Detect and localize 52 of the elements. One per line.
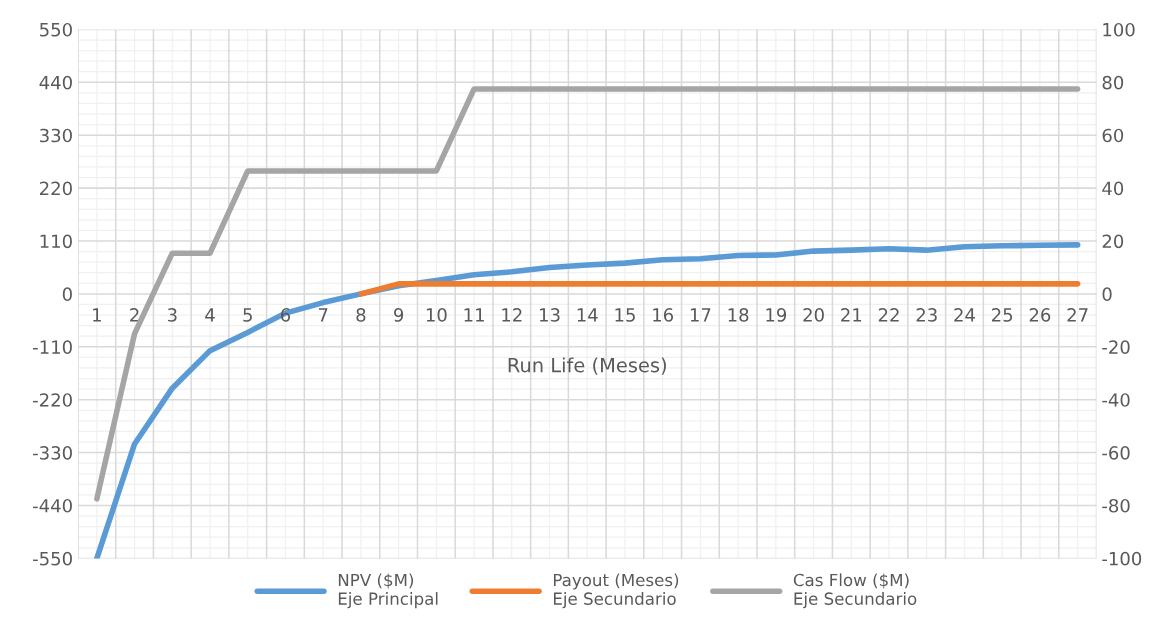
y2-tick-label: -40 bbox=[1102, 393, 1130, 407]
x-tick-label: 14 bbox=[577, 308, 598, 322]
x-tick-label: 4 bbox=[205, 308, 215, 322]
x-tick-label: 23 bbox=[916, 308, 937, 322]
x-tick-label: 25 bbox=[992, 308, 1013, 322]
y-tick-label: 220 bbox=[39, 181, 72, 196]
y-tick-label: 330 bbox=[40, 128, 72, 143]
y2-tick-label: 60 bbox=[1102, 128, 1124, 143]
x-tick-label: 2 bbox=[130, 308, 139, 322]
y-tick-label: -220 bbox=[33, 393, 72, 407]
y2-tick-label: 80 bbox=[1102, 75, 1124, 90]
x-tick-label: 21 bbox=[841, 308, 862, 322]
y2-tick-label: -60 bbox=[1102, 446, 1130, 460]
x-tick-label: 12 bbox=[502, 308, 522, 322]
x-tick-label: 11 bbox=[464, 308, 484, 322]
legend-label: Payout (Meses) Eje Secundario bbox=[553, 573, 679, 609]
y-tick-label: -440 bbox=[33, 498, 72, 513]
y2-tick-label: -100 bbox=[1102, 551, 1142, 566]
x-tick-label: 17 bbox=[690, 308, 711, 322]
y2-tick-label: 40 bbox=[1102, 181, 1124, 196]
y2-tick-label: 100 bbox=[1103, 22, 1135, 37]
y-tick-label: 440 bbox=[39, 75, 72, 90]
x-tick-label: 3 bbox=[167, 308, 177, 322]
x-tick-label: 15 bbox=[615, 308, 635, 322]
x-tick-label: 22 bbox=[878, 308, 899, 322]
x-tick-label: 26 bbox=[1029, 308, 1051, 322]
x-tick-label: 24 bbox=[954, 308, 975, 322]
y-tick-label: -110 bbox=[33, 340, 72, 354]
x-tick-label: 13 bbox=[540, 308, 560, 322]
x-tick-label: 8 bbox=[356, 308, 366, 322]
x-tick-label: 27 bbox=[1067, 308, 1088, 322]
y-tick-label: 550 bbox=[40, 22, 72, 37]
y2-tick-label: 20 bbox=[1102, 234, 1124, 249]
y-tick-label: -550 bbox=[33, 551, 72, 566]
y-tick-label: 0 bbox=[62, 287, 72, 302]
legend-label: Cas Flow ($M) Eje Secundario bbox=[793, 573, 917, 609]
y2-tick-label: 0 bbox=[1102, 287, 1112, 302]
y-tick-label: 110 bbox=[40, 234, 72, 249]
x-tick-label: 18 bbox=[728, 308, 749, 322]
legend-label: NPV ($M) Eje Principal bbox=[338, 573, 438, 609]
x-tick-label: 7 bbox=[318, 308, 328, 322]
y2-tick-label: -20 bbox=[1102, 340, 1130, 354]
x-tick-label: 20 bbox=[803, 308, 824, 322]
x-tick-label: 1 bbox=[93, 308, 101, 322]
y2-tick-label: -80 bbox=[1102, 498, 1130, 513]
x-tick-label: 16 bbox=[653, 308, 674, 322]
y-tick-label: -330 bbox=[33, 446, 72, 460]
x-tick-label: 10 bbox=[426, 308, 447, 322]
x-tick-label: 19 bbox=[766, 308, 787, 322]
x-tick-label: 9 bbox=[394, 308, 404, 322]
x-axis-title: Run Life (Meses) bbox=[508, 357, 666, 375]
x-tick-label: 5 bbox=[243, 308, 252, 322]
